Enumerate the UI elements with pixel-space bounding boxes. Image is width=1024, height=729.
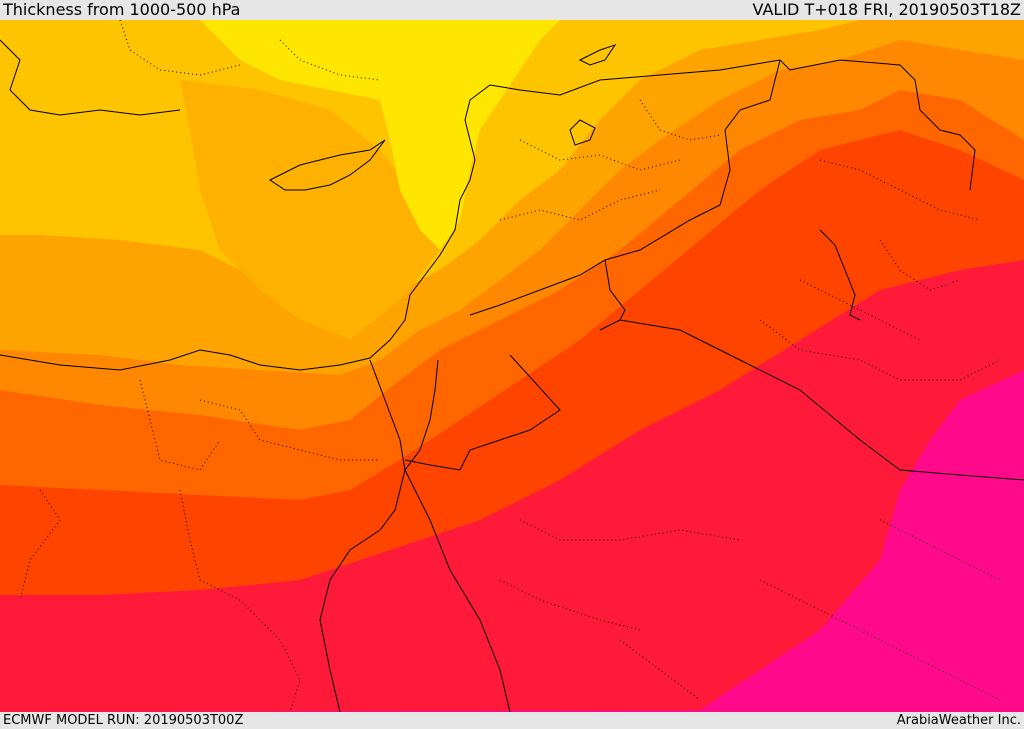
credit-label: ArabiaWeather Inc. — [896, 713, 1021, 728]
bottom-info-bar: ECMWF MODEL RUN: 20190503T00Z ArabiaWeat… — [0, 712, 1024, 729]
map-canvas — [0, 20, 1024, 712]
thickness-map[interactable] — [0, 20, 1024, 712]
map-title: Thickness from 1000-500 hPa — [3, 0, 241, 19]
top-title-bar: Thickness from 1000-500 hPa VALID T+018 … — [0, 0, 1024, 20]
coastlines — [0, 39, 861, 712]
valid-time-label: VALID T+018 FRI, 20190503T18Z — [752, 0, 1021, 19]
band-lighter-orange — [180, 80, 440, 340]
band-yellow — [200, 20, 560, 250]
model-run-label: ECMWF MODEL RUN: 20190503T00Z — [3, 713, 244, 728]
admin-boundaries — [19, 20, 1001, 712]
country-borders — [404, 59, 1024, 481]
